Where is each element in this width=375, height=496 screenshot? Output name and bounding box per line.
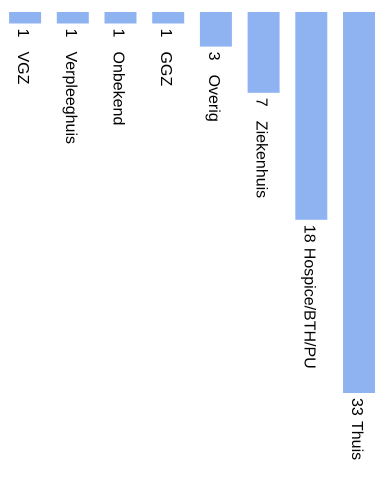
bar-6: [56, 12, 89, 24]
bar-5: [104, 12, 137, 24]
bar-1: [295, 12, 328, 220]
bar-4: [152, 12, 185, 24]
category-label: Hospice/BTH/PU: [300, 248, 317, 369]
category-label: Onbekend: [110, 52, 127, 126]
bar-value-label: 7: [253, 98, 270, 107]
bar-value-label: 1: [14, 29, 31, 38]
bar-2: [247, 12, 280, 93]
bar-value-label: 1: [110, 29, 127, 38]
bar-value-label: 1: [157, 29, 174, 38]
category-label: VGZ: [14, 52, 31, 85]
category-label: Verpleeghuis: [62, 52, 79, 145]
bar-0: [343, 12, 375, 393]
bar-3: [199, 12, 232, 47]
bar-7: [9, 12, 42, 24]
bar-value-label: 33: [348, 398, 365, 416]
category-label: Overig: [205, 75, 222, 122]
bar-value-label: 1: [62, 29, 79, 38]
bar-value-label: 3: [205, 52, 222, 61]
category-label: Thuis: [348, 421, 365, 460]
bar-value-label: 18: [300, 225, 317, 243]
category-label: GGZ: [157, 52, 174, 87]
category-label: Ziekenhuis: [253, 121, 270, 198]
